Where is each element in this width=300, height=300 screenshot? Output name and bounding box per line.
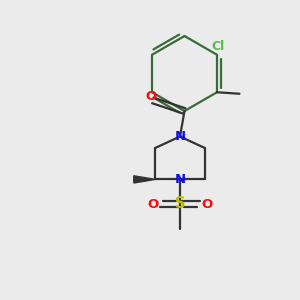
Polygon shape bbox=[134, 176, 155, 183]
Text: O: O bbox=[201, 197, 213, 211]
Text: N: N bbox=[174, 130, 186, 143]
Text: O: O bbox=[145, 89, 156, 103]
Text: S: S bbox=[175, 196, 185, 211]
Text: N: N bbox=[174, 173, 186, 186]
Text: Cl: Cl bbox=[212, 40, 225, 53]
Text: O: O bbox=[147, 197, 159, 211]
